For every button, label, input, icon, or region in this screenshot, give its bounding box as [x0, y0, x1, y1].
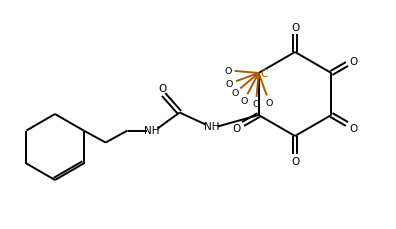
Text: O: O [252, 100, 260, 109]
Text: NH: NH [144, 126, 159, 136]
Text: O: O [158, 83, 167, 93]
Text: O: O [226, 80, 233, 89]
Text: NH: NH [204, 122, 219, 132]
Text: O: O [240, 96, 248, 105]
Text: O: O [233, 123, 241, 133]
Text: O: O [349, 56, 357, 66]
Text: O: O [231, 89, 238, 98]
Text: O: O [224, 66, 231, 76]
Text: C: C [260, 69, 267, 79]
Text: O: O [291, 156, 299, 166]
Text: O: O [266, 98, 273, 107]
Text: O: O [349, 123, 357, 133]
Text: O: O [291, 23, 299, 33]
